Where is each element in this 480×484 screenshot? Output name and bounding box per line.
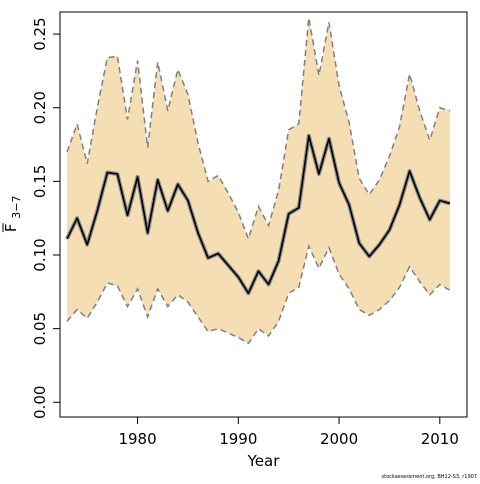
- x-axis-title: Year: [247, 452, 281, 470]
- credit-text: stockassessment.org, BH12-S3, r1907: [382, 474, 477, 480]
- y-axis-title-subscript: 3−7: [10, 196, 23, 219]
- x-tick-label: 1990: [219, 430, 257, 448]
- confidence-band: [67, 17, 450, 344]
- x-tick-label: 1980: [118, 430, 156, 448]
- y-tick-label: 0.20: [31, 91, 49, 124]
- estimate-line: [66, 134, 451, 295]
- x-tick-label: 2000: [320, 430, 358, 448]
- upper-bound-line: [66, 17, 451, 242]
- x-tick-label: 2010: [421, 430, 459, 448]
- y-tick-label: 0.15: [31, 165, 49, 198]
- plot-frame: [59, 11, 468, 418]
- y-tick-label: 0.05: [31, 312, 49, 345]
- y-tick-label: 0.25: [31, 17, 49, 50]
- y-tick-label: 0.10: [31, 238, 49, 271]
- y-axis-title: F 3−7: [2, 196, 23, 233]
- lower-bound-line: [66, 243, 451, 345]
- svg-text:F 3−7: F 3−7: [2, 196, 23, 233]
- y-tick-label: 0.00: [31, 386, 49, 419]
- y-axis-title-main: F: [2, 224, 20, 233]
